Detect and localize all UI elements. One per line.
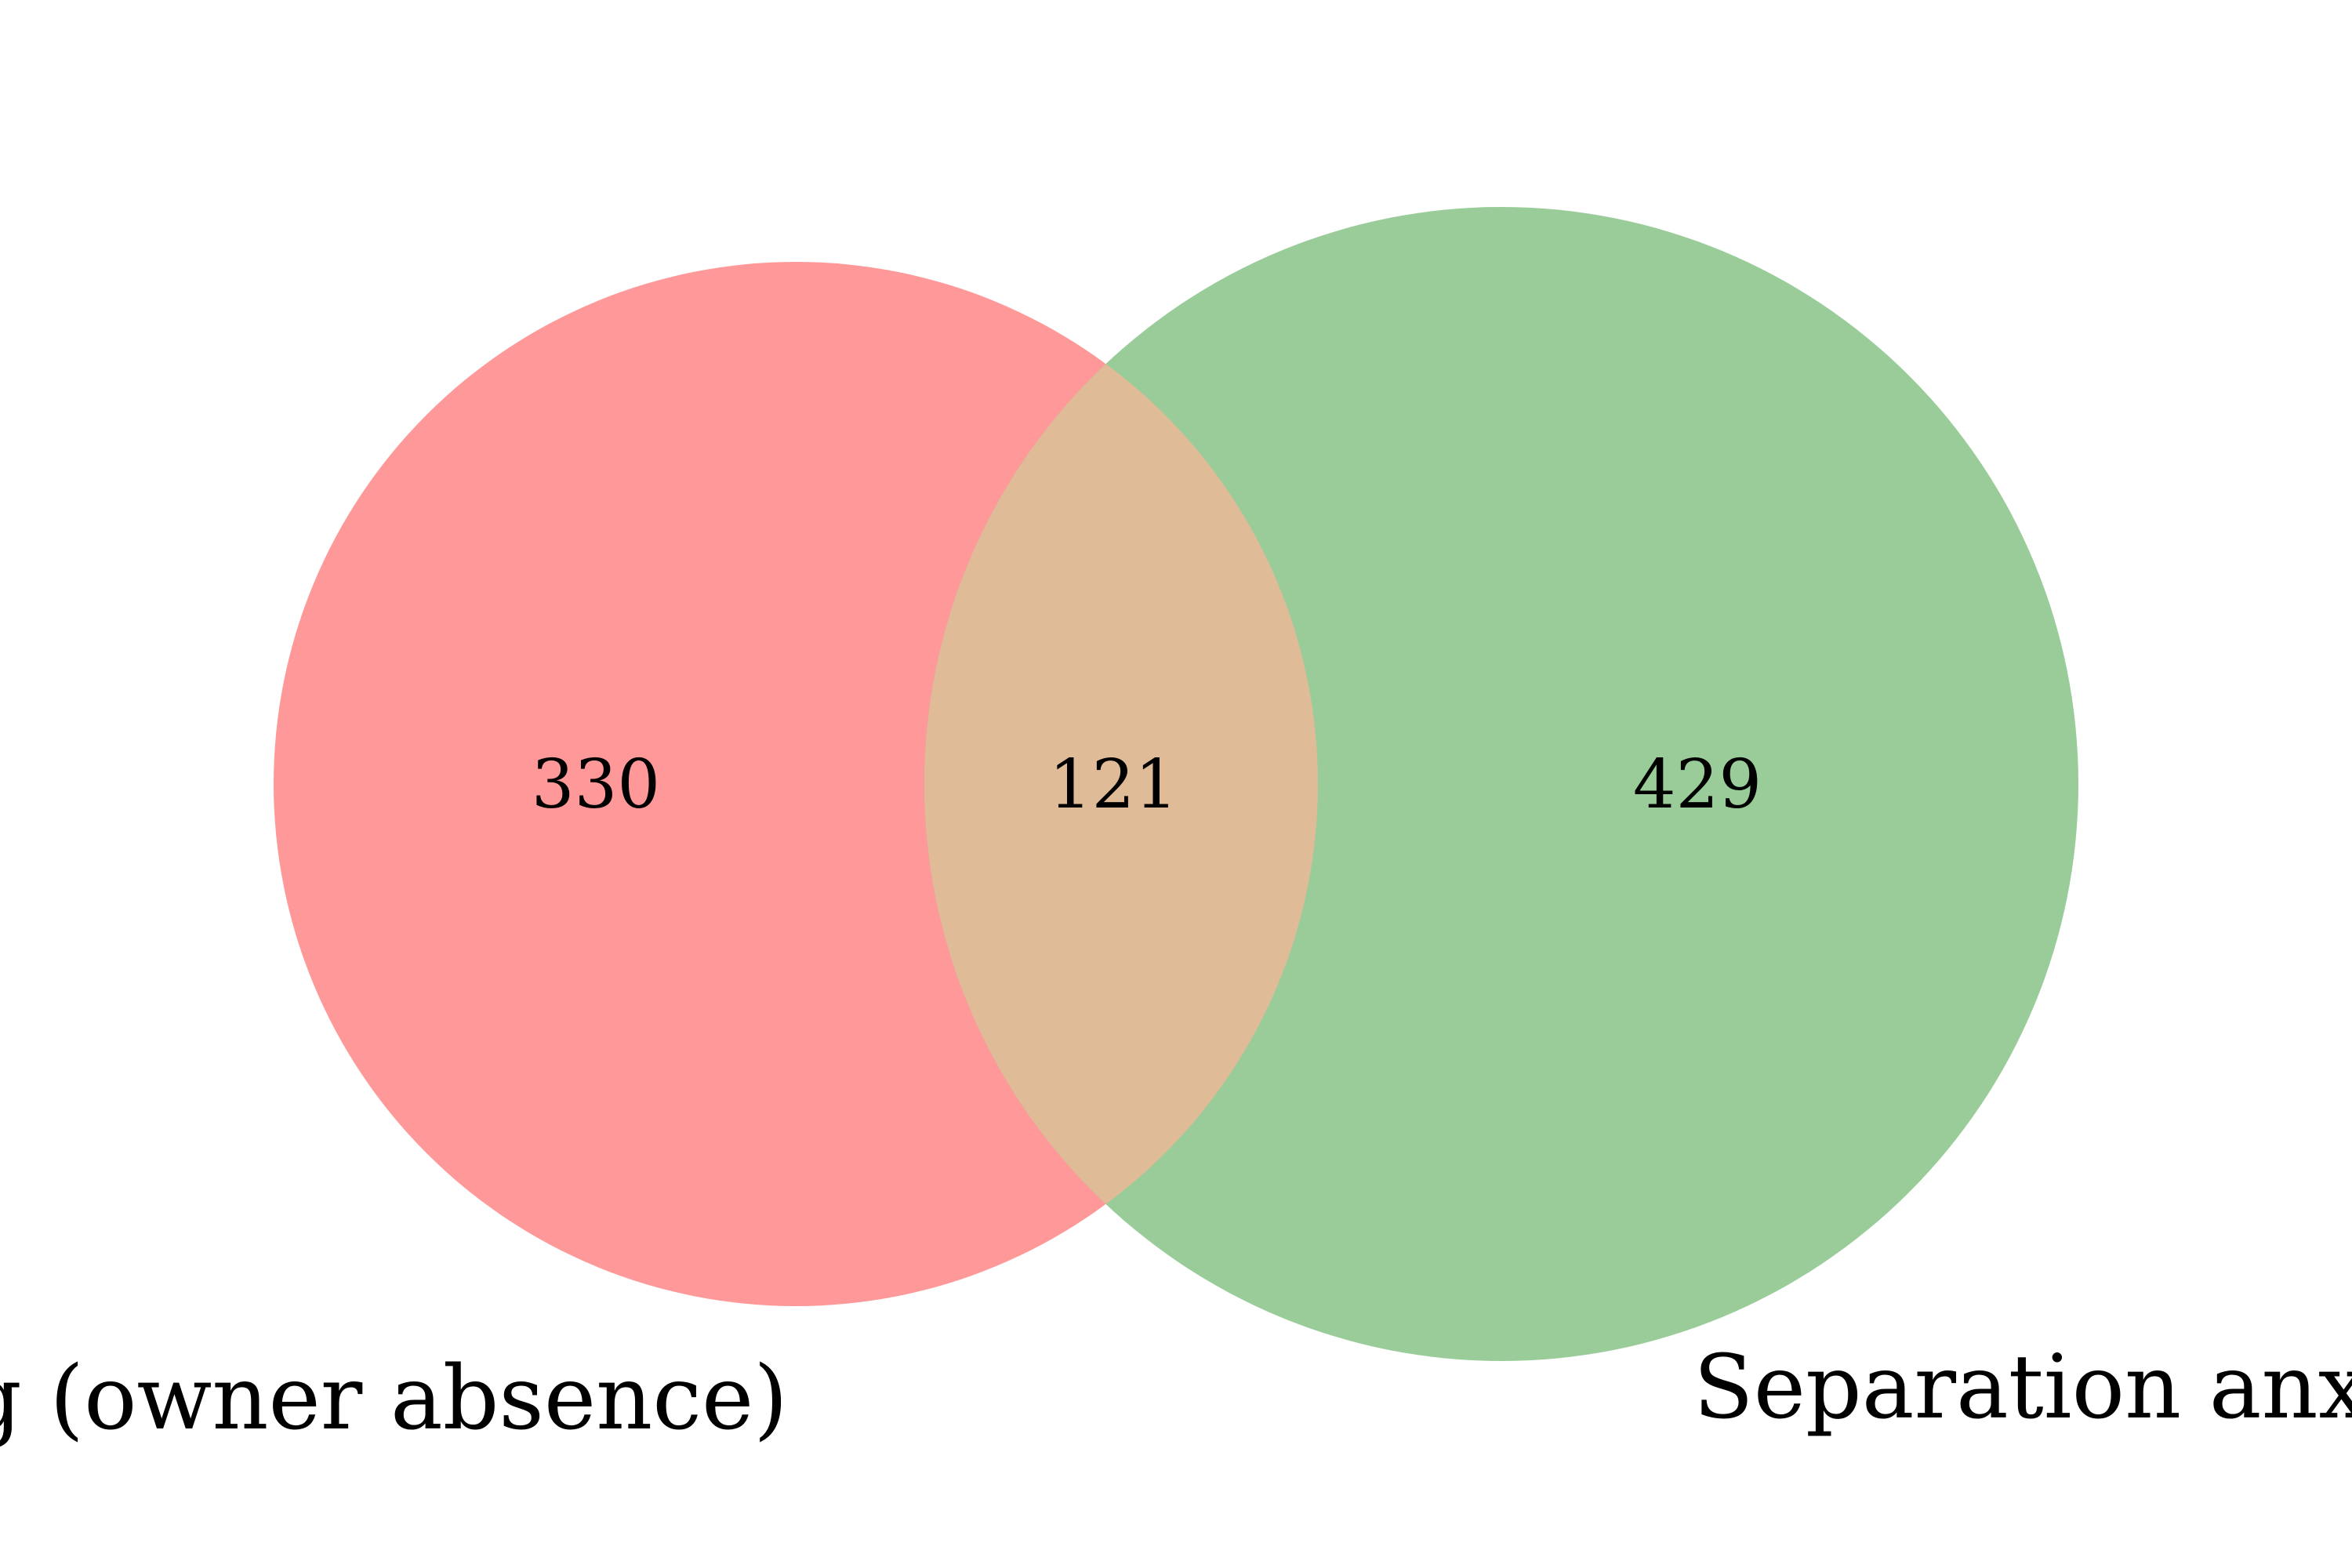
set-label-right: Separation anxiety <box>1693 1337 2352 1439</box>
set-label-left: Soiling (owner absence) <box>0 1348 788 1450</box>
count-intersection: 121 <box>1049 746 1178 824</box>
set-overlap-region <box>924 262 1318 1306</box>
count-left-only: 330 <box>532 746 660 824</box>
count-right-only: 429 <box>1633 746 1762 824</box>
